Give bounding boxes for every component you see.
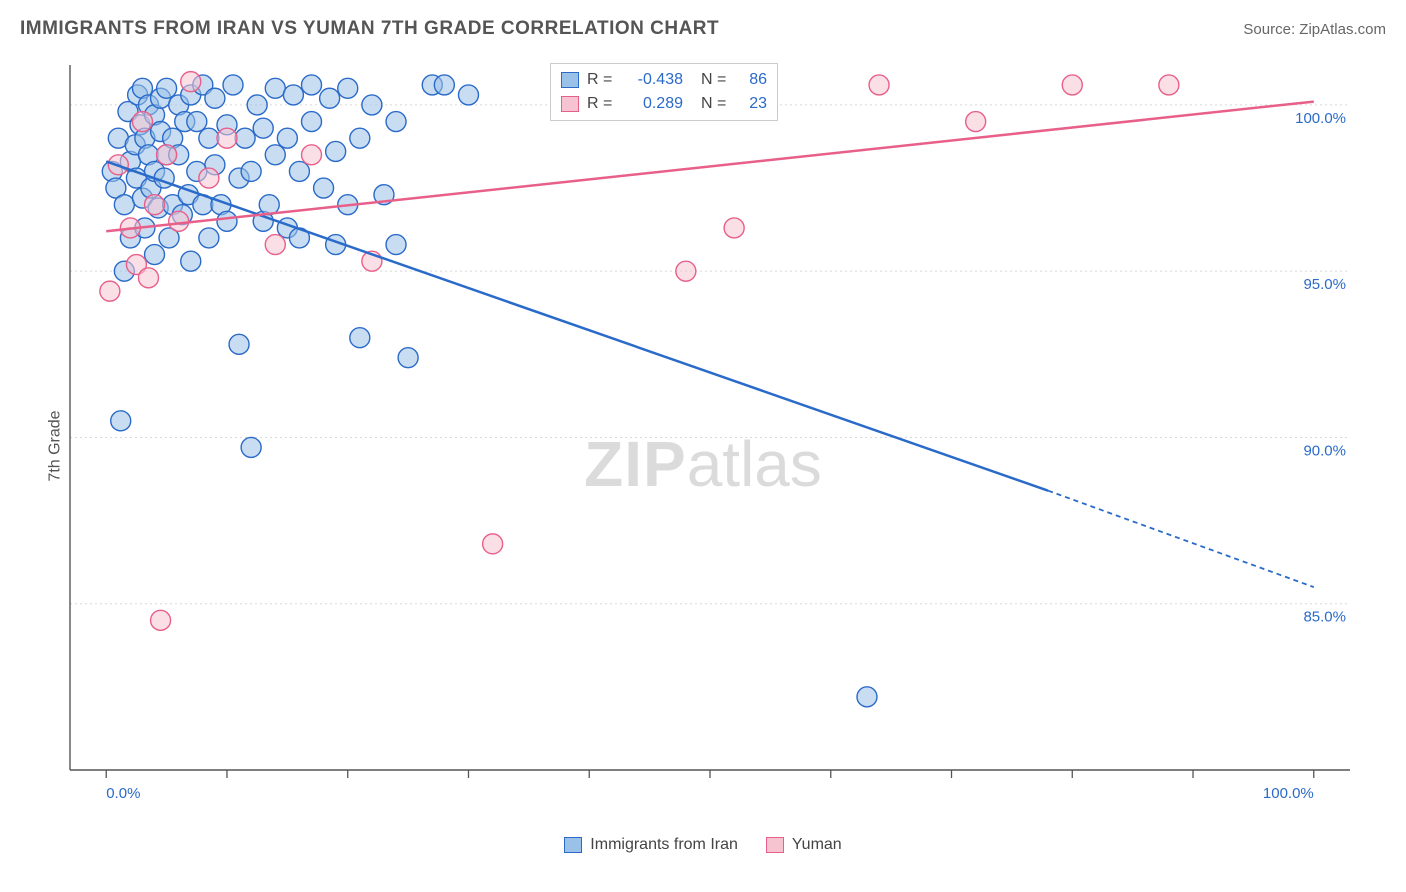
legend-series: Immigrants from Iran Yuman bbox=[0, 830, 1406, 860]
legend-label: Yuman bbox=[792, 836, 842, 854]
legend-stats-row: R =0.289N =23 bbox=[561, 92, 767, 116]
chart-page: IMMIGRANTS FROM IRAN VS YUMAN 7TH GRADE … bbox=[0, 0, 1406, 892]
svg-text:0.0%: 0.0% bbox=[106, 785, 140, 802]
svg-text:85.0%: 85.0% bbox=[1303, 609, 1346, 626]
legend-swatch bbox=[561, 96, 579, 112]
svg-text:95.0%: 95.0% bbox=[1303, 276, 1346, 293]
svg-text:100.0%: 100.0% bbox=[1295, 110, 1346, 127]
legend-swatch bbox=[564, 837, 582, 853]
legend-swatch bbox=[766, 837, 784, 853]
svg-text:90.0%: 90.0% bbox=[1303, 442, 1346, 459]
scatter-plot: 0.0% 100.0% 85.0% 90.0% 95.0% 100.0% bbox=[60, 60, 1380, 820]
chart-area: 0.0% 100.0% 85.0% 90.0% 95.0% 100.0% bbox=[60, 60, 1380, 820]
header: IMMIGRANTS FROM IRAN VS YUMAN 7TH GRADE … bbox=[20, 18, 1386, 40]
legend-item: Yuman bbox=[766, 836, 842, 854]
legend-item: Immigrants from Iran bbox=[564, 836, 738, 854]
legend-swatch bbox=[561, 72, 579, 88]
legend-stats: R =-0.438N =86R =0.289N =23 bbox=[550, 63, 778, 121]
page-title: IMMIGRANTS FROM IRAN VS YUMAN 7TH GRADE … bbox=[20, 18, 719, 40]
legend-stats-row: R =-0.438N =86 bbox=[561, 68, 767, 92]
legend-label: Immigrants from Iran bbox=[590, 836, 738, 854]
svg-text:100.0%: 100.0% bbox=[1263, 785, 1314, 802]
source-label: Source: ZipAtlas.com bbox=[1243, 21, 1386, 38]
